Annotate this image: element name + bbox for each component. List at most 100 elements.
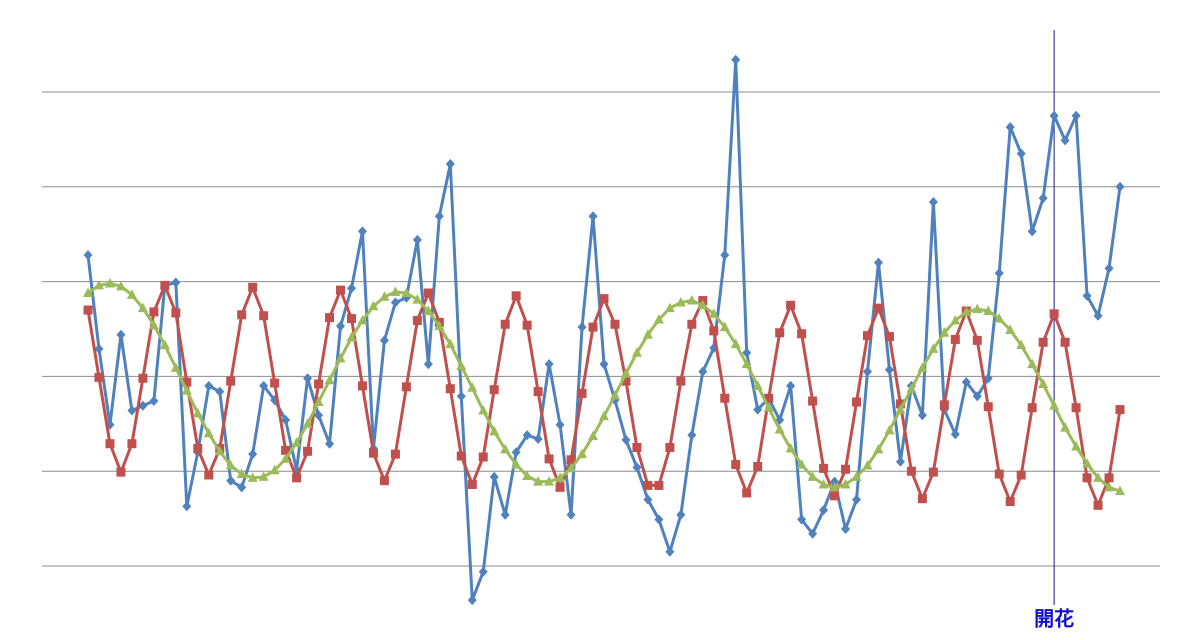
point-marker [566, 509, 576, 520]
point-marker [862, 366, 872, 377]
point-marker [742, 488, 752, 498]
point-marker [1005, 324, 1016, 334]
point-marker [127, 439, 137, 449]
point-marker [763, 402, 774, 412]
point-marker [1049, 400, 1060, 410]
point-marker [511, 459, 522, 469]
point-marker [1027, 226, 1037, 237]
point-marker [731, 54, 741, 65]
point-marker [610, 319, 620, 329]
point-marker [884, 364, 894, 375]
point-marker [1005, 122, 1015, 133]
series-line [86, 58, 1122, 602]
point-marker [621, 376, 631, 386]
point-marker [379, 291, 390, 301]
point-marker [972, 335, 982, 345]
point-marker [1049, 309, 1059, 319]
point-marker [632, 462, 642, 473]
point-marker [269, 464, 280, 475]
point-marker [248, 449, 258, 460]
point-marker [390, 449, 400, 459]
point-marker [115, 280, 126, 291]
point-marker [686, 295, 697, 305]
point-marker [171, 308, 181, 318]
point-marker [104, 277, 115, 288]
point-marker [972, 303, 983, 314]
point-marker [884, 332, 894, 342]
point-marker [500, 509, 510, 520]
point-marker [401, 382, 411, 392]
point-marker [577, 388, 587, 398]
point-marker [819, 463, 829, 473]
point-marker [346, 283, 356, 294]
point-marker [972, 391, 982, 402]
point-marker [676, 376, 686, 386]
point-marker [665, 546, 675, 557]
point-marker [752, 380, 763, 390]
point-marker [522, 430, 532, 441]
point-marker [456, 451, 466, 461]
point-marker [609, 389, 620, 400]
point-marker [731, 460, 741, 470]
point-marker [994, 313, 1005, 323]
point-marker [950, 314, 961, 325]
point-marker [862, 331, 872, 341]
point-marker [1115, 405, 1125, 415]
point-marker [423, 288, 433, 298]
point-marker [753, 404, 763, 415]
point-marker [873, 257, 883, 268]
point-marker [642, 329, 653, 339]
point-marker [1071, 441, 1082, 451]
point-marker [797, 329, 807, 339]
point-marker [917, 494, 927, 504]
point-marker [203, 427, 214, 438]
point-marker [588, 211, 598, 222]
point-marker [467, 595, 477, 606]
point-marker [500, 443, 511, 454]
point-marker [1104, 473, 1114, 483]
point-marker [807, 471, 818, 481]
point-marker [664, 302, 675, 313]
point-marker [841, 464, 851, 474]
point-marker [906, 383, 917, 393]
point-marker [182, 501, 192, 512]
point-marker [456, 360, 467, 370]
point-marker [895, 456, 905, 467]
point-marker [511, 447, 521, 458]
point-marker [522, 470, 533, 480]
point-marker [741, 358, 752, 369]
point-marker [489, 385, 499, 395]
point-marker [764, 393, 774, 403]
point-marker [1038, 193, 1048, 204]
point-marker [588, 322, 598, 332]
point-marker [708, 308, 719, 318]
point-marker [138, 373, 148, 383]
point-marker [786, 300, 796, 310]
point-marker [127, 405, 137, 416]
point-marker [643, 494, 653, 505]
point-marker [489, 471, 499, 482]
point-marker [643, 480, 653, 490]
point-marker [445, 159, 455, 170]
point-marker [720, 250, 730, 261]
point-marker [1104, 263, 1114, 274]
point-marker [577, 448, 588, 459]
point-marker [830, 491, 840, 501]
point-marker [204, 380, 214, 391]
point-marker [906, 466, 916, 476]
point-marker [94, 343, 104, 354]
point-marker [808, 396, 818, 406]
point-marker [983, 402, 993, 412]
point-marker [116, 329, 126, 340]
point-marker [939, 400, 949, 410]
series [83, 280, 1125, 510]
point-marker [544, 476, 555, 486]
point-marker [500, 319, 510, 329]
point-marker [533, 433, 543, 444]
point-marker [1115, 485, 1125, 496]
point-marker [818, 478, 829, 489]
point-marker [1082, 473, 1092, 483]
point-marker [467, 479, 477, 489]
point-marker [599, 359, 609, 370]
